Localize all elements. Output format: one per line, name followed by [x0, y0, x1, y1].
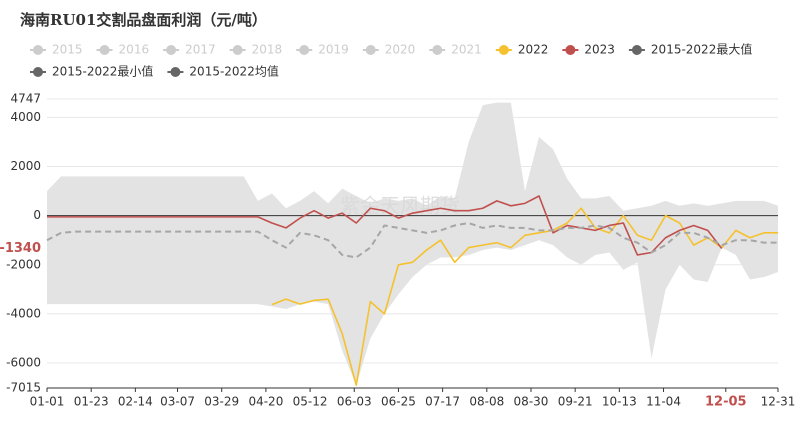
x-tick-label: 03-07 — [160, 395, 195, 409]
legend-marker — [99, 45, 110, 55]
legend-label: 2015 — [52, 43, 83, 57]
x-tick-label: 09-21 — [558, 395, 593, 409]
series-line — [47, 195, 723, 256]
range-band — [47, 102, 778, 386]
y-tick-label: -4000 — [6, 306, 41, 320]
x-tick-label: 08-30 — [514, 395, 549, 409]
y-tick-label: 4000 — [10, 110, 41, 124]
legend-item[interactable]: 2018 — [229, 43, 283, 57]
x-tick-label: 12-05 — [705, 395, 747, 410]
legend-label: 2023 — [584, 43, 615, 57]
legend-label: 2020 — [385, 43, 416, 57]
legend-label: 2015-2022最大值 — [651, 42, 752, 57]
x-tick-label: 11-04 — [646, 395, 681, 409]
legend-label: 2017 — [185, 43, 216, 57]
x-tick-label: 02-14 — [118, 395, 153, 409]
legend-label: 2021 — [451, 43, 482, 57]
x-tick-label: 01-23 — [74, 395, 109, 409]
y-tick-label: 0 — [33, 208, 41, 222]
legend-marker — [33, 45, 43, 55]
y-tick-label: 2000 — [10, 159, 41, 173]
legend-marker — [432, 45, 443, 55]
y-tick-label: -2000 — [6, 257, 41, 271]
legend-label: 2019 — [318, 43, 349, 57]
legend-item[interactable]: 2015-2022最大值 — [628, 42, 752, 57]
y-tick-label: -7015 — [6, 381, 41, 395]
legend-marker — [170, 67, 181, 77]
legend-marker — [33, 67, 43, 77]
x-tick-label: 06-25 — [381, 395, 416, 409]
x-tick-label: 08-08 — [469, 395, 504, 409]
legend-item[interactable]: 2023 — [562, 43, 615, 57]
legend-label: 2015-2022均值 — [189, 64, 278, 79]
legend-item[interactable]: 2022 — [495, 43, 549, 57]
legend-label: 2016 — [119, 43, 150, 57]
legend-item[interactable]: 2019 — [296, 43, 349, 57]
legend-label: 2022 — [518, 43, 549, 57]
legend-item[interactable]: 2017 — [163, 43, 216, 57]
x-tick-label: 03-29 — [204, 395, 239, 409]
x-tick-label: 10-13 — [602, 395, 637, 409]
y-tick-label: -6000 — [6, 356, 41, 370]
legend-label: 2015-2022最小值 — [52, 64, 153, 79]
x-tick-label: 06-03 — [337, 395, 372, 409]
legend-item[interactable]: 2016 — [96, 43, 150, 57]
legend-marker — [365, 45, 376, 55]
legend-marker — [498, 45, 509, 55]
x-tick-label: 05-12 — [293, 395, 328, 409]
legend-item[interactable]: 2015-2022最小值 — [30, 64, 153, 79]
legend-item[interactable]: 2020 — [362, 43, 416, 57]
x-tick-label: 12-31 — [761, 395, 796, 409]
watermark: 紫金天风期货 — [340, 194, 460, 218]
chart-title: 海南RU01交割品盘面利润（元/吨） — [20, 11, 267, 29]
legend-marker — [565, 45, 576, 55]
legend-item[interactable]: 2015 — [30, 43, 83, 57]
x-tick-label: 07-17 — [425, 395, 460, 409]
legend-marker — [232, 45, 243, 55]
legend-marker — [166, 45, 177, 55]
legend-marker — [631, 45, 642, 55]
mean-line — [46, 222, 778, 259]
legend-marker — [299, 45, 310, 55]
legend-item[interactable]: 2015-2022均值 — [167, 64, 279, 79]
x-tick-label: 01-01 — [30, 395, 65, 409]
y-tick-label: 4747 — [10, 92, 41, 106]
y-pointer-label: -1340 — [0, 241, 41, 256]
legend-label: 2018 — [252, 43, 283, 57]
x-tick-label: 04-20 — [248, 395, 283, 409]
legend-item[interactable]: 2021 — [429, 43, 482, 57]
series-line — [271, 207, 778, 386]
